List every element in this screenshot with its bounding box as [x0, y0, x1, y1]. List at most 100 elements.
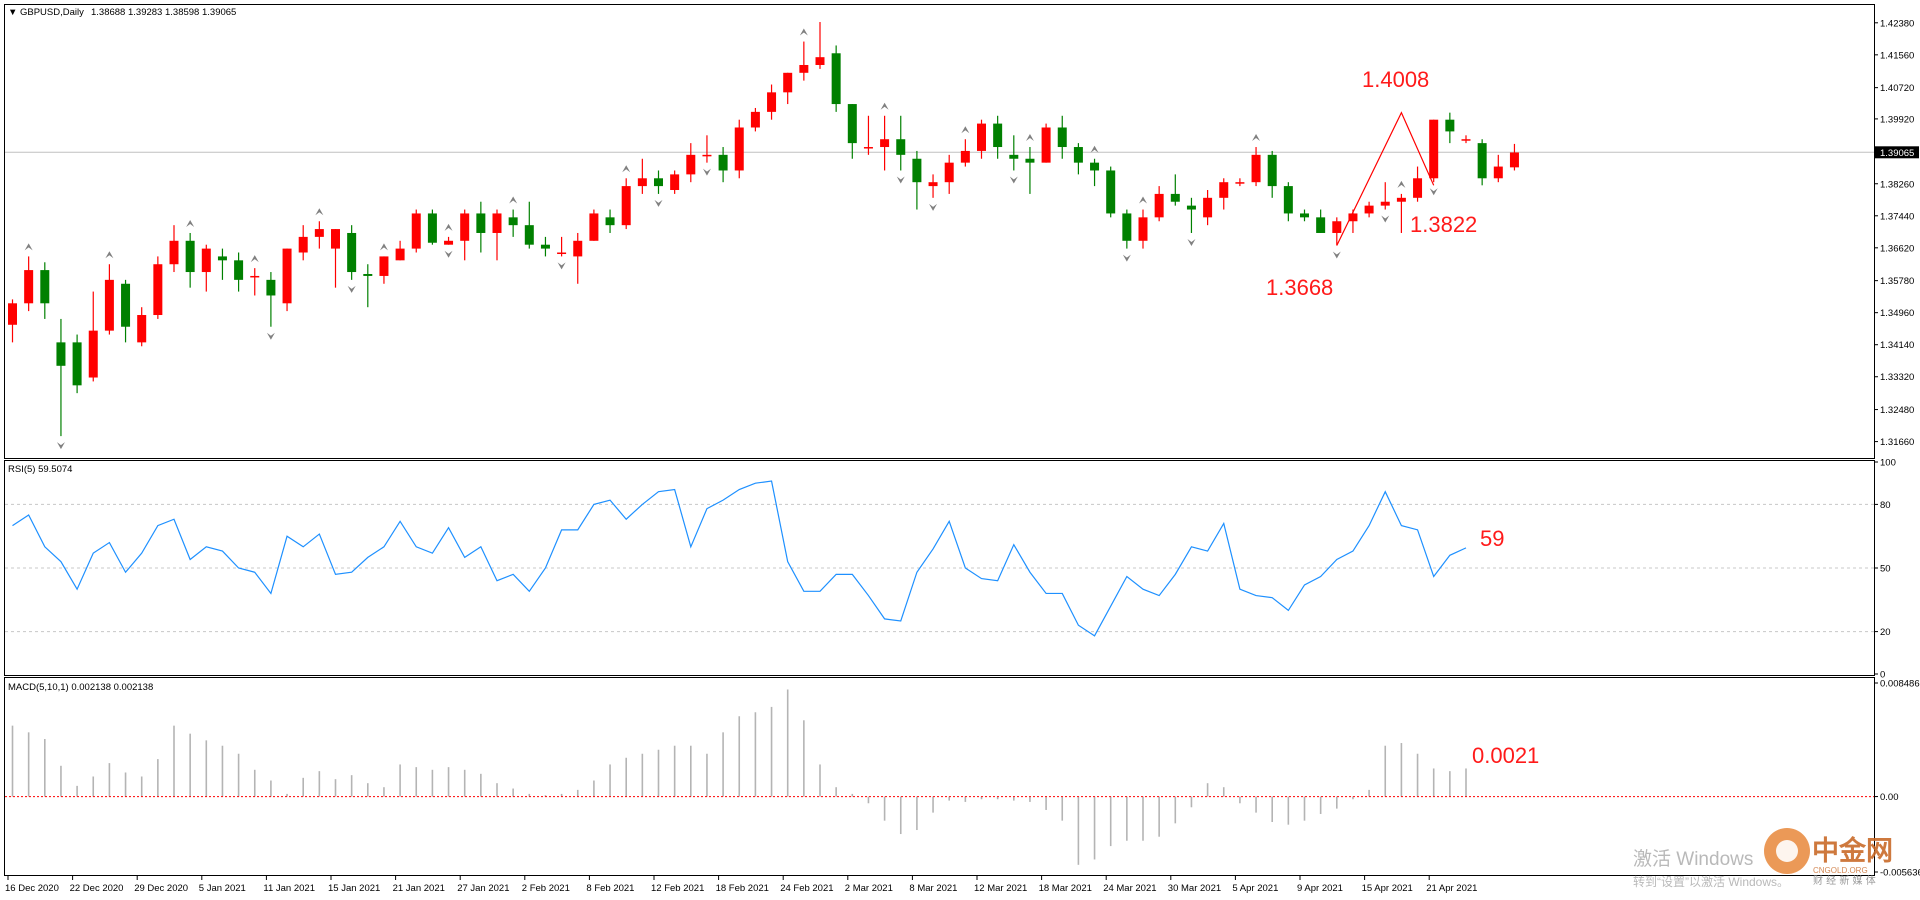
candle-body [363, 273, 373, 276]
candle-body [540, 244, 550, 249]
candle-body [912, 158, 922, 183]
fractal-down-arrow [266, 332, 275, 340]
rsi-tick-label: 50 [1880, 564, 1891, 575]
current-price-marker [1875, 146, 1919, 159]
candle-body [1170, 193, 1180, 202]
candle-body [8, 303, 17, 325]
date-tick-label: 9 Apr 2021 [1297, 883, 1343, 894]
date-tick-label: 2 Feb 2021 [522, 883, 570, 894]
price-tick-label: 1.32480 [1880, 405, 1914, 416]
fractal-down-arrow [1187, 238, 1196, 246]
price-tick-label: 1.37440 [1880, 211, 1914, 222]
candle-body [201, 248, 211, 273]
fractal-up-arrow [379, 243, 388, 251]
price-tick-label: 1.35780 [1880, 276, 1914, 287]
candle-body [605, 217, 615, 226]
fractal-up-arrow [1139, 196, 1147, 204]
candle-body [1332, 221, 1342, 233]
candle-body [767, 92, 777, 112]
date-tick-label: 2 Mar 2021 [845, 883, 893, 894]
candle-body [783, 72, 793, 93]
fractal-up-arrow [880, 102, 889, 110]
date-tick-label: 22 Dec 2020 [70, 883, 124, 894]
fractal-up-arrow [1025, 134, 1034, 142]
fractal-up-arrow [105, 251, 114, 259]
candle-body [153, 264, 163, 316]
ohlc-high: 1.39283 [128, 7, 162, 18]
zigzag-segment [1336, 111, 1435, 246]
fractal-down-arrow [1429, 188, 1438, 196]
date-axis: 16 Dec 2020 22 Dec 2020 29 Dec 2020 5 Jan 2… [5, 876, 1477, 894]
cngold-logo-text: 中金网 [1812, 835, 1893, 867]
candle-body [395, 248, 405, 261]
cngold-logo-inner [1776, 840, 1798, 862]
activate-windows-title: 激活 Windows [1633, 848, 1753, 870]
fractal-down-arrow [444, 250, 453, 258]
candle-body [40, 270, 50, 304]
candle-body [331, 229, 340, 249]
price-tick-label: 1.33320 [1880, 372, 1914, 383]
macd-pane[interactable] [4, 677, 1875, 876]
annotation-low: 1.3668 [1266, 275, 1333, 300]
annotation-high: 1.4008 [1362, 67, 1429, 92]
rsi-tick-label: 80 [1880, 500, 1891, 511]
price-tick-label: 1.40720 [1880, 83, 1914, 94]
candle-body [847, 104, 857, 144]
fractal-down-arrow [1381, 215, 1390, 223]
candle-body [557, 252, 567, 255]
annotation-pullback: 1.3822 [1410, 212, 1477, 237]
fractal-up-arrow [1397, 180, 1406, 188]
price-tick-label: 1.41560 [1880, 50, 1914, 61]
date-tick-label: 21 Jan 2021 [393, 883, 445, 894]
candle-body [799, 64, 809, 73]
date-tick-label: 18 Feb 2021 [716, 883, 769, 894]
fractal-up-arrow [24, 243, 33, 251]
date-tick-label: 29 Dec 2020 [134, 883, 188, 894]
fractal-up-arrow [444, 223, 453, 231]
ohlc-open: 1.38688 [91, 7, 125, 18]
price-tick-label: 1.34140 [1880, 340, 1914, 351]
rsi-pane[interactable] [4, 460, 1875, 676]
candle-body [1122, 213, 1132, 241]
price-tick-label: 1.34960 [1880, 308, 1914, 319]
rsi-line [12, 480, 1467, 637]
fractal-down-arrow [1332, 251, 1341, 259]
candle-body [1413, 178, 1423, 198]
date-tick-label: 21 Apr 2021 [1426, 883, 1477, 894]
candle-body [573, 240, 583, 257]
candle-body [1073, 147, 1083, 163]
date-tick-label: 24 Feb 2021 [780, 883, 833, 894]
main-pane-title: GBPUSD,Daily [20, 7, 84, 18]
candle-body [24, 270, 34, 304]
symbol-dropdown-icon[interactable]: ▼ [8, 7, 17, 18]
fractal-markers [24, 28, 1438, 450]
candle-body [266, 279, 276, 296]
candle-body [637, 178, 647, 187]
candle-body [815, 57, 825, 65]
date-tick-label: 12 Mar 2021 [974, 883, 1027, 894]
candle-body [1235, 182, 1245, 184]
candle-body [72, 342, 82, 386]
candle-body [718, 154, 728, 171]
candle-body [1251, 154, 1261, 183]
main-price-pane[interactable] [4, 4, 1875, 459]
fractal-down-arrow [557, 262, 566, 270]
candle-body [1348, 213, 1358, 222]
candle-body [863, 147, 873, 149]
fractal-down-arrow [896, 176, 905, 184]
activate-windows-subtitle: 转到“设置”以激活 Windows。 [1633, 874, 1789, 889]
date-tick-label: 5 Jan 2021 [199, 883, 246, 894]
annotation-macd: 0.0021 [1472, 743, 1539, 768]
fractal-up-arrow [186, 219, 195, 227]
date-tick-label: 16 Dec 2020 [5, 883, 59, 894]
cngold-logo: 中金网 CNGOLD.ORG 财 经 新 媒 体 [1764, 828, 1893, 887]
candle-body [1041, 127, 1051, 163]
fractal-up-arrow [1252, 134, 1261, 142]
activate-windows-watermark: 激活 Windows 转到“设置”以激活 Windows。 [1633, 848, 1789, 889]
candle-body [1106, 170, 1116, 214]
candle-body [654, 178, 663, 187]
macd-tick-label: 0.00 [1880, 792, 1899, 803]
date-tick-label: 27 Jan 2021 [457, 883, 509, 894]
price-tick-label: 1.42380 [1880, 18, 1914, 29]
